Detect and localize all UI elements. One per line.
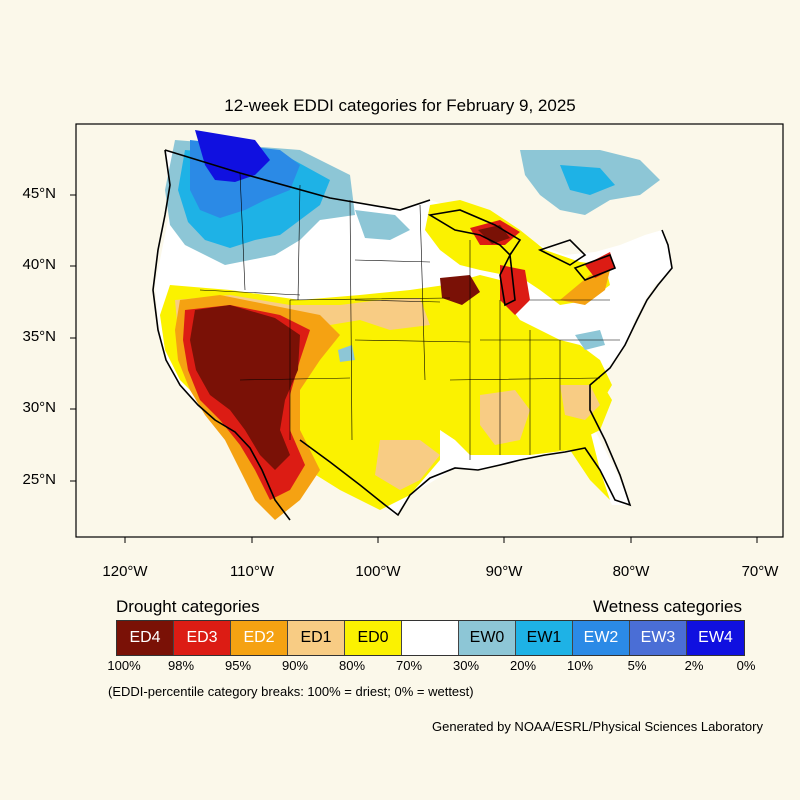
lat-label-35: 35°N [22,328,56,345]
legend-ed1: ED1 [288,621,345,655]
axis-ticks [70,194,758,543]
lat-label-45: 45°N [22,185,56,202]
state-lines [199,172,620,460]
borders [152,149,673,521]
wet-upper-midwest [355,210,410,240]
lat-label-40: 40°N [22,256,56,273]
break-80: 80% [338,658,366,673]
drought-ed1-southeast [480,390,530,445]
legend-ew3: EW3 [630,621,687,655]
legend-ed4: ED4 [117,621,174,655]
legend-bar: ED4 ED3 ED2 ED1 ED0 EW0 EW1 EW2 EW3 EW4 [116,620,745,656]
wet-ew4-northwest [195,130,270,182]
legend-ed0: ED0 [345,621,402,655]
legend-ew2: EW2 [573,621,630,655]
break-30: 30% [452,658,480,673]
break-95: 95% [224,658,252,673]
us-outline [152,149,673,521]
lon-label-110: 110°W [229,563,275,580]
lon-label-100: 100°W [355,563,401,580]
map-frame [75,123,784,538]
category-breaks-note: (EDDI-percentile category breaks: 100% =… [108,684,474,699]
drought-ed3-midwest [500,265,530,315]
wet-texas-panhandle [338,345,355,362]
wet-northeast-ew1 [560,165,615,195]
lat-label-25: 25°N [22,471,56,488]
map-title: 12-week EDDI categories for February 9, … [224,96,576,115]
break-70: 70% [395,658,423,673]
drought-categories-heading: Drought categories [116,597,260,616]
credit-line: Generated by NOAA/ESRL/Physical Sciences… [432,719,763,734]
break-100: 100% [107,658,141,673]
drought-ed1-south [375,440,440,490]
drought-ed4 [190,305,300,470]
legend-ed3: ED3 [174,621,231,655]
legend-ew0: EW0 [459,621,516,655]
wetness-categories-heading: Wetness categories [593,597,742,616]
break-98: 98% [167,658,195,673]
legend-ew1: EW1 [516,621,573,655]
break-2: 2% [684,658,704,673]
canada-border [164,149,431,211]
break-5: 5% [627,658,647,673]
lat-label-30: 30°N [22,399,56,416]
break-20: 20% [509,658,537,673]
break-0: 0% [736,658,756,673]
legend-neutral [402,621,459,655]
lon-label-70: 70°W [741,563,779,580]
legend-ew4: EW4 [687,621,744,655]
break-90: 90% [281,658,309,673]
lon-label-80: 80°W [612,563,650,580]
drought-ed2-east [560,270,610,305]
break-10: 10% [566,658,594,673]
great-lakes [427,209,617,307]
lon-label-90: 90°W [485,563,523,580]
legend-ed2: ED2 [231,621,288,655]
drought-ed0-great-lakes [425,200,610,305]
lon-label-120: 120°W [102,563,148,580]
